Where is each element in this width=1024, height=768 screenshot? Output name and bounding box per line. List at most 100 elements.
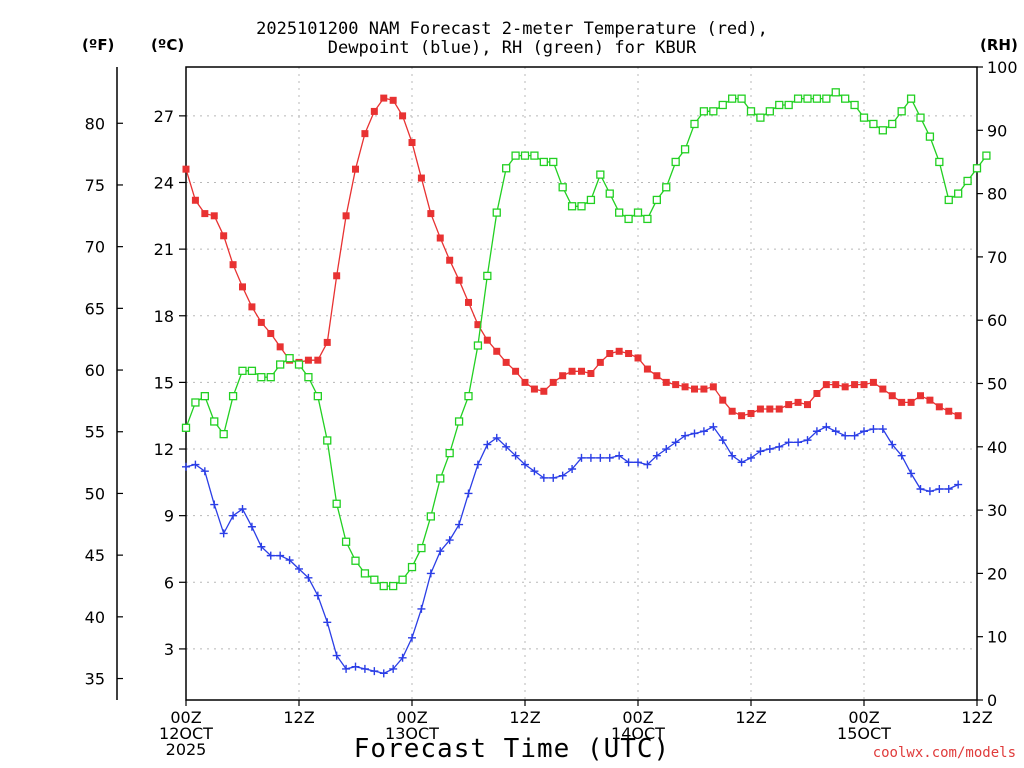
rh-point xyxy=(454,417,464,426)
temperature-point xyxy=(662,378,670,386)
dewpoint-point xyxy=(897,451,906,460)
celsius-tick-label: 3 xyxy=(164,640,174,659)
rh-point xyxy=(737,94,746,103)
dewpoint-point xyxy=(888,440,897,449)
temperature-point xyxy=(841,383,849,391)
temperature-point xyxy=(822,381,830,389)
dewpoint-point xyxy=(351,662,360,671)
dewpoint-point xyxy=(652,451,661,460)
rh-point xyxy=(888,119,897,129)
dewpoint-point xyxy=(295,564,303,573)
dewpoint-point xyxy=(869,425,878,434)
celsius-tick-label: 24 xyxy=(154,173,174,192)
rh-point xyxy=(539,157,548,167)
temperature-point xyxy=(465,298,472,306)
dewpoint-point xyxy=(408,633,416,642)
temperature-point xyxy=(267,330,275,338)
x-tick-label: 12Z xyxy=(509,708,540,727)
fahrenheit-tick-label: 65 xyxy=(85,299,105,318)
dewpoint-point xyxy=(634,458,642,467)
temperature-point xyxy=(276,343,284,351)
temperature-point xyxy=(314,356,322,364)
rh-point xyxy=(238,366,247,375)
dewpoint-point xyxy=(379,669,388,678)
celsius-tick-label: 12 xyxy=(154,440,174,459)
dewpoint-point xyxy=(473,460,482,469)
rh-point xyxy=(935,157,944,167)
dewpoint-point xyxy=(878,425,887,434)
temperature-point xyxy=(304,356,312,364)
rh-point xyxy=(313,392,322,401)
dewpoint-point xyxy=(549,473,558,482)
temperature-point xyxy=(860,381,868,389)
rh-point xyxy=(728,94,737,103)
dewpoint-point xyxy=(521,460,529,469)
temperature-point xyxy=(643,365,651,373)
dewpoint-point xyxy=(426,569,435,578)
dewpoint-point xyxy=(257,542,266,551)
rh-point xyxy=(954,189,963,198)
temperature-point xyxy=(220,232,228,240)
fahrenheit-tick-label: 70 xyxy=(85,238,105,257)
temperature-point xyxy=(794,398,802,406)
temperature-point xyxy=(738,412,746,420)
dewpoint-point xyxy=(539,473,548,482)
temperature-point xyxy=(625,350,633,358)
dewpoint-point xyxy=(775,442,784,451)
rh-point xyxy=(389,581,398,591)
dewpoint-point xyxy=(568,465,577,474)
dewpoint-point xyxy=(238,504,247,513)
temperature-point xyxy=(248,303,256,311)
dewpoint-point xyxy=(586,453,595,462)
rh-point xyxy=(200,392,209,401)
dewpoint-point xyxy=(812,427,821,436)
dewpoint-point xyxy=(643,460,652,469)
x-tick-label: 14OCT xyxy=(611,724,665,743)
dewpoint-point xyxy=(944,485,953,493)
dewpoint-point xyxy=(709,422,718,431)
dewpoint-point xyxy=(747,453,755,462)
x-tick-label: 12Z xyxy=(961,708,992,727)
dewpoint-point xyxy=(935,485,944,493)
temperature-point xyxy=(606,350,614,358)
rh-point xyxy=(407,562,417,572)
dewpoint-point xyxy=(605,453,614,462)
temperature-point xyxy=(389,96,397,104)
temperature-point xyxy=(352,165,359,173)
rh-point xyxy=(502,164,511,173)
fahrenheit-tick-label: 50 xyxy=(85,484,105,503)
dewpoint-point xyxy=(464,489,473,498)
rh-point xyxy=(615,208,624,217)
celsius-tick-label: 27 xyxy=(154,107,174,126)
rh-point xyxy=(709,107,718,116)
rh-tick-label: 80 xyxy=(987,185,1007,204)
rh-point xyxy=(398,575,407,584)
dewpoint-point xyxy=(436,547,445,556)
temperature-point xyxy=(210,212,218,220)
dewpoint-point xyxy=(323,618,332,627)
rh-point xyxy=(247,366,257,375)
dewpoint-point xyxy=(247,522,256,531)
rh-line xyxy=(185,91,987,587)
temperature-point xyxy=(728,407,736,415)
fahrenheit-tick-label: 45 xyxy=(85,546,105,565)
dewpoint-point xyxy=(219,529,228,538)
x-tick-label: 2025 xyxy=(166,740,207,759)
temperature-point xyxy=(813,389,821,397)
rh-point xyxy=(775,100,784,110)
temperature-point xyxy=(559,372,567,380)
rh-point xyxy=(257,373,266,382)
rh-tick-label: 0 xyxy=(987,691,997,710)
dewpoint-point xyxy=(671,438,680,447)
dewpoint-point xyxy=(784,438,793,447)
temperature-point xyxy=(681,383,689,391)
temperature-point xyxy=(672,381,680,389)
x-tick-label: 00Z xyxy=(170,708,201,727)
temperature-point xyxy=(587,370,595,378)
fahrenheit-tick-label: 80 xyxy=(85,114,105,133)
rh-point xyxy=(944,195,953,205)
rh-tick-label: 70 xyxy=(987,248,1007,267)
temperature-point xyxy=(361,130,369,138)
dewpoint-point xyxy=(266,551,275,560)
